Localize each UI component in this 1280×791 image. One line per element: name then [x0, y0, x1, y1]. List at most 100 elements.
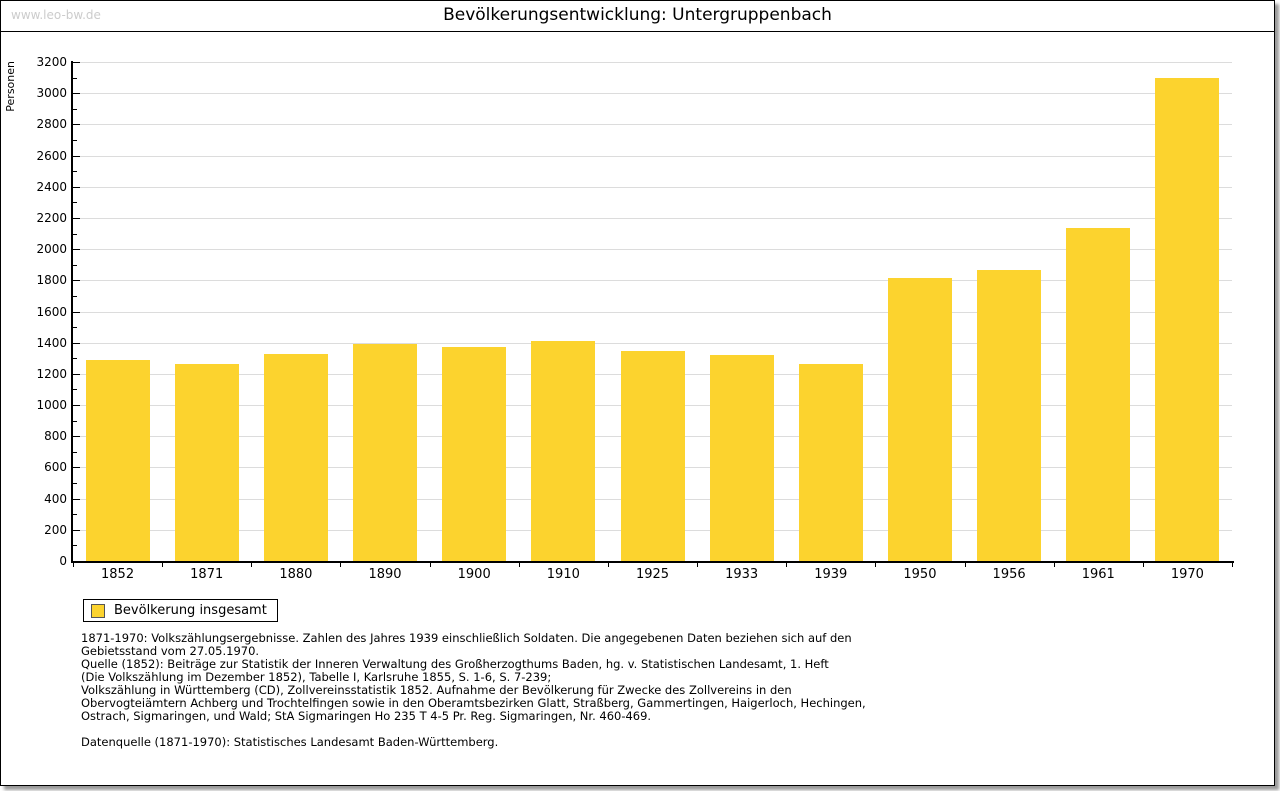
x-tick: [518, 563, 520, 567]
gridline: [73, 93, 1232, 95]
gridline: [73, 124, 1232, 126]
gridline: [73, 249, 1232, 251]
y-minor-tick: [73, 483, 77, 485]
y-minor-tick: [73, 264, 77, 266]
x-tick: [697, 563, 699, 567]
y-tick-label: 2400: [36, 179, 67, 194]
y-tick-label: 2800: [36, 117, 67, 132]
x-tick-label: 1910: [546, 567, 580, 582]
bar-1900: [442, 346, 507, 561]
x-tick: [1232, 563, 1233, 567]
x-tick-label: 1890: [368, 567, 402, 582]
y-minor-tick: [73, 545, 77, 547]
y-tick-label: 0: [59, 554, 67, 568]
x-tick: [251, 563, 253, 567]
y-major-tick: [73, 249, 80, 251]
y-major-tick: [73, 498, 80, 500]
y-tick-label: 600: [44, 460, 67, 475]
y-major-tick: [73, 311, 80, 313]
y-major-tick: [73, 405, 80, 407]
bar-1933: [709, 354, 774, 561]
y-tick-label: 400: [44, 491, 67, 506]
x-tick: [162, 563, 164, 567]
bar-1939: [798, 363, 863, 561]
y-major-tick: [73, 529, 80, 531]
y-major-tick: [73, 342, 80, 344]
y-major-tick: [73, 155, 80, 157]
header-divider: [1, 31, 1274, 32]
x-tick: [786, 563, 788, 567]
x-tick-label: 1925: [635, 567, 670, 582]
footnote-line: (Die Volkszählung im Dezember 1852), Tab…: [81, 670, 552, 684]
legend-swatch-icon: [91, 603, 105, 618]
y-major-tick: [73, 373, 80, 375]
bar-1961: [1066, 228, 1131, 561]
y-minor-tick: [73, 139, 77, 141]
gridline: [73, 217, 1232, 219]
footnotes: 1871-1970: Volkszählungsergebnisse. Zahl…: [81, 632, 866, 749]
y-major-tick: [73, 62, 80, 63]
y-major-tick: [73, 436, 80, 438]
y-tick-label: 800: [44, 429, 67, 444]
bar-1871: [174, 363, 239, 561]
y-minor-tick: [73, 389, 77, 391]
page-title: Bevölkerungsentwicklung: Untergruppenbac…: [443, 5, 832, 25]
y-tick-label: 2200: [36, 210, 67, 225]
legend: Bevölkerung insgesamt: [83, 599, 278, 622]
y-major-tick: [73, 124, 80, 126]
bar-1890: [353, 344, 418, 561]
y-major-tick: [73, 217, 80, 219]
gridline: [73, 342, 1232, 344]
datasource-line: Datenquelle (1871-1970): Statistisches L…: [81, 735, 499, 749]
bar-1956: [977, 270, 1042, 561]
bar-1910: [531, 341, 596, 561]
gridline: [73, 62, 1232, 63]
x-tick-label: 1970: [1170, 567, 1204, 582]
y-tick-label: 3200: [36, 55, 67, 69]
x-tick: [607, 563, 609, 567]
x-tick-label: 1939: [814, 567, 848, 582]
y-minor-tick: [73, 451, 77, 453]
y-minor-tick: [73, 295, 77, 297]
bar-1880: [263, 354, 328, 561]
footnote-line: Volkszählung in Württemberg (CD), Zollve…: [81, 683, 792, 697]
y-major-tick: [73, 280, 80, 282]
y-major-tick: [73, 467, 80, 469]
y-tick-label: 1800: [36, 273, 67, 288]
footnote-line: Quelle (1852): Beiträge zur Statistik de…: [81, 657, 829, 671]
x-tick-label: 1871: [190, 567, 224, 582]
x-axis-line: [71, 561, 1234, 563]
footnote-line: Gebietsstand vom 27.05.1970.: [81, 644, 260, 658]
bar-1852: [85, 360, 150, 561]
y-tick-label: 1000: [36, 398, 67, 413]
legend-label: Bevölkerung insgesamt: [114, 603, 267, 618]
footnote-line: 1871-1970: Volkszählungsergebnisse. Zahl…: [81, 631, 852, 645]
y-minor-tick: [73, 233, 77, 235]
x-tick: [1142, 563, 1144, 567]
x-tick-label: 1961: [1081, 567, 1115, 582]
y-minor-tick: [73, 202, 77, 204]
y-tick-label: 1600: [36, 304, 67, 319]
y-tick-label: 2000: [36, 242, 67, 257]
y-minor-tick: [73, 420, 77, 422]
y-minor-tick: [73, 327, 77, 329]
y-tick-label: 1400: [36, 335, 67, 350]
gridline: [73, 186, 1232, 188]
footnote-line: Obervogteiämtern Achberg und Trochtelfin…: [81, 696, 866, 710]
y-major-tick: [73, 561, 80, 562]
y-axis-line: [71, 61, 73, 563]
y-minor-tick: [73, 171, 77, 173]
x-tick-label: 1933: [725, 567, 759, 582]
y-tick-label: 3000: [36, 86, 67, 101]
y-minor-tick: [73, 77, 77, 79]
y-minor-tick: [73, 108, 77, 110]
gridline: [73, 155, 1232, 157]
x-tick: [1053, 563, 1055, 567]
x-tick: [340, 563, 342, 567]
y-major-tick: [73, 93, 80, 95]
gridline: [73, 280, 1232, 282]
gridline: [73, 311, 1232, 313]
y-minor-tick: [73, 358, 77, 360]
y-tick-label: 2600: [36, 148, 67, 163]
bar-1950: [887, 277, 952, 561]
